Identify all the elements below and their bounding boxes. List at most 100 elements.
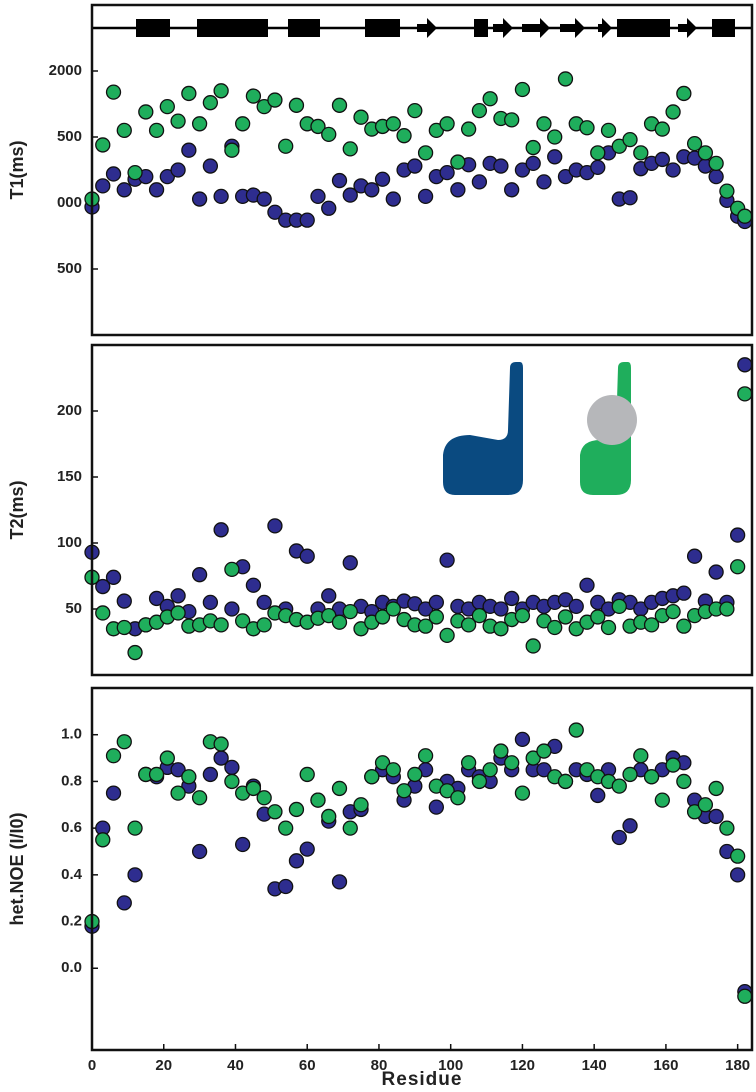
data-point [267,804,283,820]
data-point [536,116,552,132]
data-point [417,188,434,205]
x-tick-label: 140 [582,1057,607,1074]
data-point [407,158,423,174]
data-point [235,613,251,629]
data-point [191,843,208,860]
data-point [353,109,369,125]
data-point [643,617,660,633]
data-point [633,145,649,161]
data-point [127,164,143,181]
x-tick-label: 160 [653,1057,678,1074]
data-point [181,142,197,158]
data-point [665,104,681,120]
data-point [676,585,692,601]
data-point [191,191,208,207]
data-point [450,182,466,198]
data-point [547,129,563,145]
data-point [708,564,724,580]
data-point [256,191,272,207]
data-point [170,785,186,801]
data-point [191,116,208,132]
data-point [450,790,466,806]
data-point [374,755,391,771]
data-point [105,166,122,182]
data-point [493,621,509,637]
data-point [676,618,692,634]
data-point [730,559,746,575]
data-point [267,92,283,108]
data-point [396,783,412,799]
data-point [686,135,703,152]
data-point [256,594,272,611]
data-point [105,748,122,764]
data-point [557,71,574,87]
data-point [737,386,753,402]
data-point [482,762,498,778]
data-point [525,750,541,766]
data-point [568,722,584,738]
data-point [331,172,348,189]
data-point [396,128,412,144]
data-point [224,142,240,158]
data-point [224,773,240,790]
data-point [181,769,197,785]
y-tick-label: 50 [65,600,82,617]
data-point [148,766,165,783]
data-point [385,191,401,207]
data-point [138,104,154,120]
data-point [611,598,627,615]
data-point [202,766,219,783]
data-point [321,588,337,604]
data-point [170,605,186,621]
data-point [331,874,348,890]
data-point [730,867,746,883]
data-point [557,773,574,790]
data-point [460,755,477,771]
data-point [579,577,595,593]
plot-frame [90,343,754,677]
x-tick-label: 40 [227,1057,244,1074]
data-point [105,84,122,100]
data-point [288,853,305,869]
data-point [493,743,509,759]
data-point [331,614,348,630]
data-point [310,188,326,205]
data-point [665,603,681,620]
data-point [321,808,337,825]
data-point [267,518,283,534]
y-axis-label: T2(ms) [7,480,27,539]
data-point [159,750,175,766]
data-point [730,527,746,543]
data-point [224,759,240,776]
data-point [353,797,369,813]
data-point [105,569,122,585]
data-point [202,158,219,174]
data-point [730,848,746,864]
data-point [299,212,315,228]
y-tick-label: 000 [57,194,82,211]
data-point [364,769,380,785]
data-point [342,187,358,203]
x-tick-label: 120 [510,1057,535,1074]
data-point [213,522,229,538]
y-axis-label: het.NOE (I/I0) [7,812,27,925]
data-point [245,577,262,593]
data-point [697,797,714,813]
x-tick-label: 100 [438,1057,463,1074]
data-point [428,799,444,815]
data-point [127,644,143,661]
data-point [105,785,122,801]
data-point [374,171,391,187]
data-point [482,91,498,107]
x-tick-label: 180 [725,1057,750,1074]
data-point [622,818,638,834]
data-point [493,601,509,617]
data-point [428,609,444,625]
data-point [278,820,294,836]
y-tick-label: 2000 [49,62,82,79]
data-point [579,120,595,136]
data-point [407,766,423,783]
data-point [686,548,703,564]
plot-frame [90,686,754,1052]
